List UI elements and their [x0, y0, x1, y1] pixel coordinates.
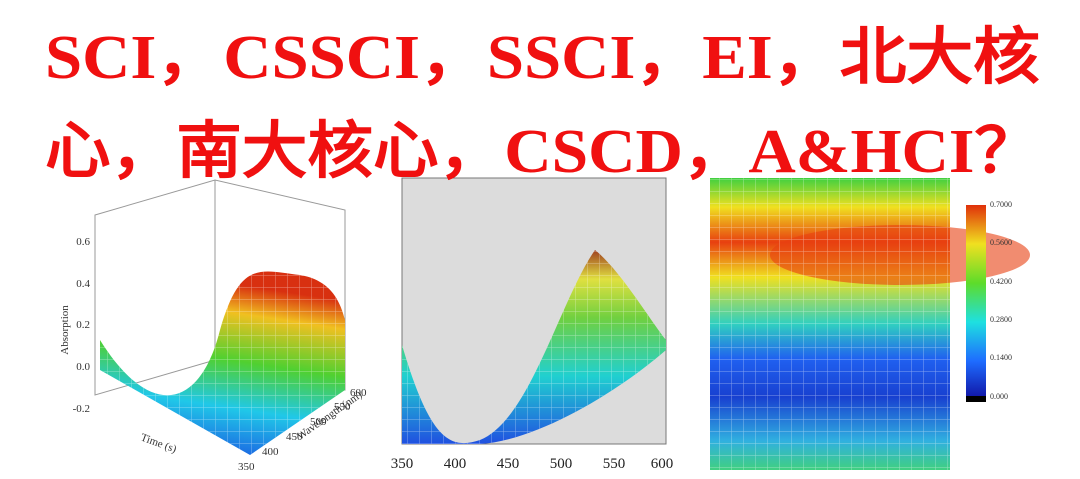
- colorbar-tick: 0.7000: [990, 200, 1012, 209]
- z-tick: 500: [310, 416, 327, 428]
- y-tick: 0.6: [76, 236, 90, 248]
- y-label: Absorption: [59, 305, 71, 355]
- colorbar-tick: 0.2800: [990, 315, 1012, 324]
- x-label: Time (s): [139, 432, 178, 456]
- z-tick: 450: [286, 431, 303, 443]
- x-tick: 400: [444, 456, 467, 472]
- surface-plot-3d: 0.6 0.4 0.2 0.0 -0.2 Absorption Time (s)…: [59, 179, 367, 473]
- z-tick: 350: [238, 461, 255, 473]
- x-tick: 350: [391, 456, 414, 472]
- x-tick: 600: [651, 456, 674, 472]
- y-tick: 0.4: [76, 278, 90, 290]
- surface-grid: [402, 250, 666, 444]
- headline-line: 心，南大核心，CSCD，A&HCI？: [45, 117, 1040, 186]
- z-tick: 400: [262, 446, 279, 458]
- z-tick: 550: [334, 401, 351, 413]
- colorbar-tick: 0.4200: [990, 277, 1012, 286]
- x-tick: 500: [550, 456, 573, 472]
- colorbar-tick: 0.1400: [990, 353, 1012, 362]
- z-tick: 600: [350, 387, 367, 399]
- colorbar-tick: 0.5600: [990, 238, 1012, 247]
- surface-grid: [100, 271, 345, 455]
- y-tick: 0.2: [76, 319, 90, 331]
- colorbar: [966, 205, 986, 400]
- colorbar-min: [966, 396, 986, 402]
- y-tick: 0.0: [76, 361, 90, 373]
- colorbar-tick: 0.000: [990, 392, 1008, 401]
- heatmap: 0.7000 0.5600 0.4200 0.2800 0.1400 0.000: [710, 178, 1030, 470]
- x-tick: 550: [603, 456, 626, 472]
- x-tick: 450: [497, 456, 520, 472]
- y-tick: -0.2: [73, 403, 90, 415]
- surface-plot-side: 350 400 450 500 550 600: [391, 177, 674, 472]
- headline-line: SCI，CSSCI，SSCI，EI，北大核: [45, 23, 1040, 92]
- heatmap-grid: [710, 178, 950, 470]
